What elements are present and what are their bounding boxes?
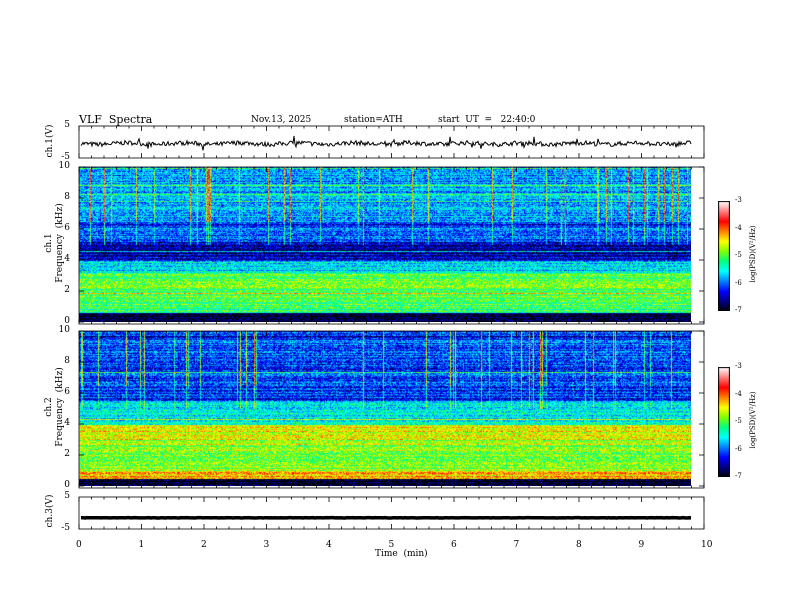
colorbar-tick-label: -3 xyxy=(735,196,742,204)
ch1-spectrum-panel xyxy=(78,166,705,325)
colorbar-tick-label: -4 xyxy=(735,389,742,398)
ch1-waveform-trace xyxy=(80,135,692,151)
x-tick-label: 8 xyxy=(576,540,582,550)
x-axis-label: Time (min) xyxy=(375,549,428,559)
colorbar-tick-label: -7 xyxy=(735,306,742,314)
freq-y-tick-label: 4 xyxy=(64,254,70,264)
ch3-y-tick-label: 5 xyxy=(64,491,70,501)
colorbar-tick-label: -6 xyxy=(735,444,742,453)
freq-y-tick-label: 4 xyxy=(64,418,70,428)
x-tick-label: 6 xyxy=(451,540,457,550)
station-label: station=ATH xyxy=(344,115,403,125)
freq-y-tick-label: 6 xyxy=(64,387,70,397)
ch1-y-tick-label: -5 xyxy=(61,152,70,162)
colorbar-tick-label: -3 xyxy=(735,362,742,370)
colorbar-tick-label: -7 xyxy=(735,472,742,480)
freq-y-tick-label: 2 xyxy=(64,285,70,295)
freq-y-tick-label: 10 xyxy=(58,161,70,171)
freq-y-tick-label: 0 xyxy=(64,316,70,326)
x-tick-label: 0 xyxy=(76,540,82,550)
x-tick-label: 3 xyxy=(263,540,270,550)
x-tick-label: 7 xyxy=(513,540,520,550)
freq-y-tick-label: 10 xyxy=(58,325,70,335)
x-tick-label: 5 xyxy=(388,540,395,550)
ch1-colorbar xyxy=(718,201,730,311)
ch2-colorbar xyxy=(718,367,730,477)
colorbar-tick-label: -6 xyxy=(735,278,742,287)
chart-title: VLF Spectra xyxy=(79,113,153,126)
freq-y-tick-label: 6 xyxy=(64,223,70,233)
start-time-label: start UT = 22:40:0 xyxy=(438,115,536,125)
x-tick-label: 10 xyxy=(701,540,713,550)
x-tick-label: 1 xyxy=(138,540,145,550)
colorbar-tick-label: -5 xyxy=(735,251,742,259)
freq-y-tick-label: 2 xyxy=(64,449,70,459)
ch2-spectrum-panel xyxy=(78,330,705,489)
colorbar-tick-label: -4 xyxy=(735,223,742,232)
freq-y-tick-label: 0 xyxy=(64,480,70,490)
x-tick-label: 4 xyxy=(326,540,332,550)
ch2-spectrogram xyxy=(79,331,691,486)
x-tick-label: 2 xyxy=(201,540,207,550)
date-label: Nov.13, 2025 xyxy=(251,115,312,125)
x-tick-label: 9 xyxy=(638,540,645,550)
ch3-y-tick-label: -5 xyxy=(61,523,70,533)
colorbar-tick-label: -5 xyxy=(735,417,742,425)
freq-y-tick-label: 8 xyxy=(64,356,70,366)
ch1-spectrogram xyxy=(79,167,691,322)
ch1-y-tick-label: 5 xyxy=(64,120,70,130)
freq-y-tick-label: 8 xyxy=(64,192,70,202)
